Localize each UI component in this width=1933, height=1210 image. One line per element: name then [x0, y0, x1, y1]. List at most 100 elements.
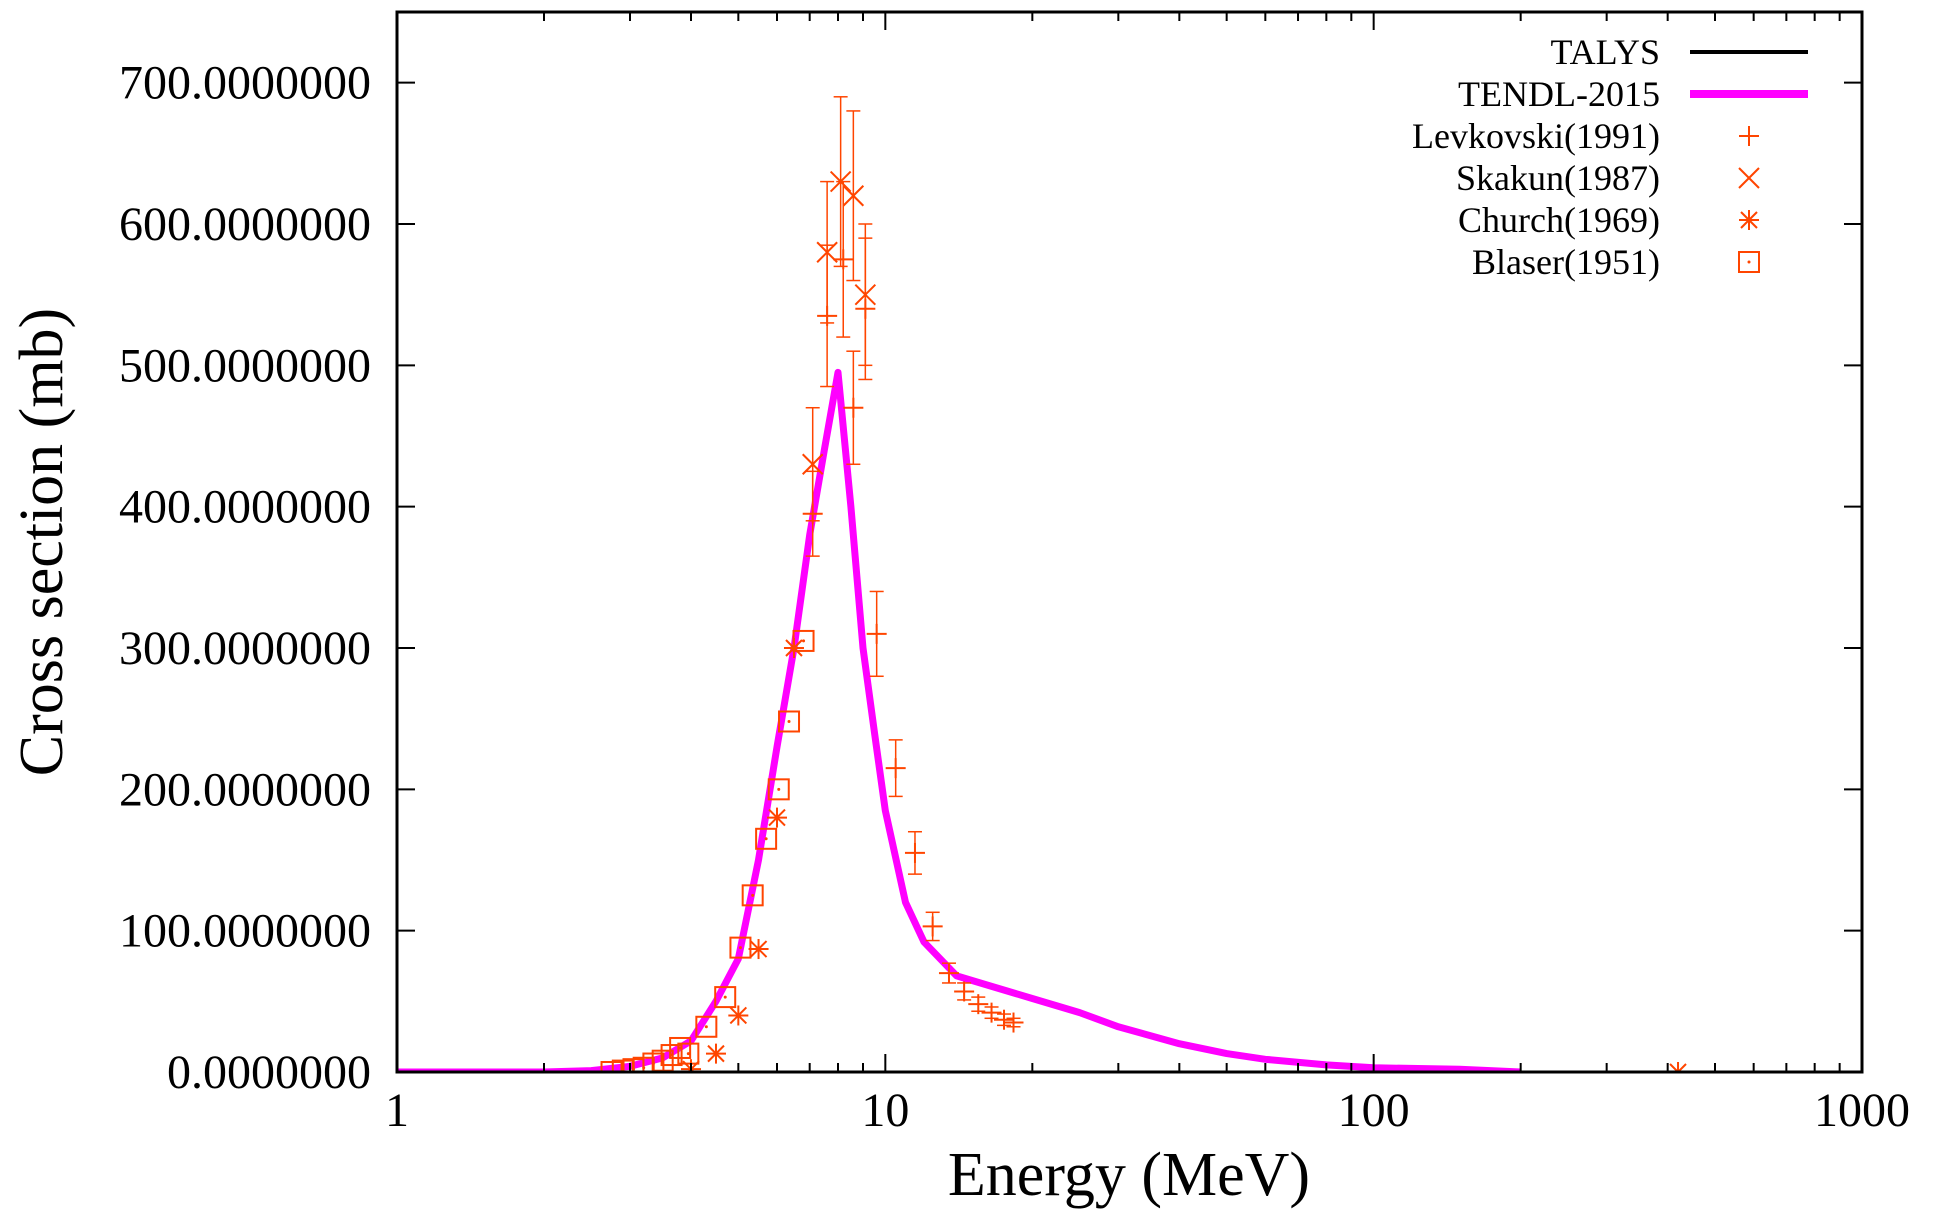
- marker-stroke: [749, 940, 768, 958]
- data-point: [729, 936, 752, 959]
- data-point: [842, 185, 865, 207]
- data-point: [854, 283, 877, 306]
- plot-frame: [395, 10, 1864, 1074]
- marker-stroke: [1738, 251, 1760, 273]
- legend: TALYSTENDL-2015Levkovski(1991)Skakun(198…: [1412, 32, 1808, 282]
- ticks-layer: 0.0000000 100.0000000 200.0000000 300.00000…: [119, 12, 1910, 1137]
- x-tick-label: 100: [1338, 1084, 1410, 1137]
- data-point: [792, 629, 815, 652]
- series-blaser-1951: [600, 629, 815, 1072]
- data-point: [954, 981, 975, 1002]
- y-tick-label: 600.0000000: [119, 198, 371, 251]
- legend-label: Blaser(1951): [1472, 242, 1660, 282]
- y-tick-label: 500.0000000: [119, 339, 371, 392]
- marker-stroke: [729, 1006, 748, 1025]
- marker-dot: [764, 837, 768, 841]
- y-axis-title: Cross section (mb): [8, 308, 76, 776]
- marker-dot: [777, 787, 781, 791]
- legend-marker: [1738, 251, 1760, 273]
- marker-stroke: [707, 1044, 725, 1063]
- marker-stroke: [801, 453, 824, 475]
- data-point: [981, 1002, 1002, 1023]
- marker-stroke: [768, 808, 786, 827]
- marker-stroke: [792, 629, 815, 652]
- marker-stroke: [755, 827, 778, 850]
- marker-stroke: [695, 1015, 718, 1038]
- marker-stroke: [767, 778, 790, 801]
- legend-marker: [1738, 167, 1760, 189]
- data-point: [938, 963, 959, 984]
- data-point: [829, 170, 852, 193]
- data-point: [968, 994, 989, 1015]
- marker-dot: [704, 1025, 708, 1029]
- series-tendl-2015: [397, 368, 1521, 1072]
- marker-stroke: [660, 1044, 683, 1067]
- legend-item-tendl-2015: TENDL-2015: [1458, 74, 1808, 114]
- data-point: [922, 916, 943, 937]
- marker-stroke: [854, 283, 877, 306]
- plot-area: [397, 96, 1689, 1072]
- legend-item-blaser-1951: Blaser(1951): [1472, 242, 1760, 282]
- y-tick-label: 200.0000000: [119, 763, 371, 816]
- marker-stroke: [1738, 167, 1760, 189]
- data-point: [766, 807, 787, 828]
- data-point: [885, 758, 906, 779]
- x-tick-label: 10: [861, 1084, 909, 1137]
- data-point: [669, 1036, 692, 1059]
- marker-stroke: [669, 1036, 692, 1059]
- data-point: [728, 1005, 749, 1026]
- legend-item-church-1969: Church(1969): [1458, 200, 1759, 240]
- legend-label: Levkovski(1991): [1412, 116, 1660, 156]
- data-point: [705, 1043, 726, 1064]
- y-tick-label: 700.0000000: [119, 57, 371, 110]
- data-point: [778, 710, 801, 733]
- data-point: [1003, 1012, 1024, 1033]
- marker-dot: [686, 1052, 690, 1056]
- series-skakun-1987: [801, 96, 877, 522]
- data-point: [695, 1015, 718, 1038]
- y-tick-label: 0.0000000: [167, 1046, 371, 1099]
- legend-label: Church(1969): [1458, 200, 1660, 240]
- data-point: [994, 1009, 1015, 1030]
- marker-dot: [678, 1046, 682, 1050]
- x-tick-label: 1: [385, 1084, 409, 1137]
- legend-marker: [1739, 210, 1759, 230]
- y-tick-label: 300.0000000: [119, 622, 371, 675]
- marker-dot: [1747, 260, 1751, 264]
- data-point: [843, 397, 864, 418]
- legend-marker: [1739, 126, 1759, 146]
- marker-stroke: [778, 710, 801, 733]
- marker-stroke: [1669, 1063, 1680, 1072]
- marker-stroke: [600, 1061, 623, 1072]
- marker-stroke: [816, 241, 838, 263]
- data-point: [866, 623, 887, 644]
- data-point: [755, 827, 778, 850]
- marker-dot: [738, 946, 742, 950]
- marker-stroke: [714, 986, 737, 1009]
- data-point: [714, 986, 737, 1009]
- data-point: [816, 241, 838, 263]
- marker-stroke: [842, 185, 865, 207]
- data-point: [748, 939, 769, 960]
- y-tick-label: 100.0000000: [119, 905, 371, 958]
- y-tick-label: 400.0000000: [119, 481, 371, 534]
- series-line: [397, 368, 1521, 1072]
- marker-dot: [787, 719, 791, 723]
- marker-dot: [751, 893, 755, 897]
- data-point: [904, 842, 925, 863]
- legend-label: TENDL-2015: [1458, 74, 1660, 114]
- legend-item-talys: TALYS: [1550, 32, 1808, 72]
- x-axis-title: Energy (MeV): [948, 1141, 1310, 1209]
- legend-label: TALYS: [1550, 32, 1660, 72]
- marker-stroke: [829, 170, 852, 193]
- x-tick-label: 1000: [1814, 1084, 1910, 1137]
- series-layer: [397, 96, 1689, 1072]
- marker-stroke: [1676, 1063, 1687, 1072]
- legend-label: Skakun(1987): [1456, 158, 1660, 198]
- legend-item-skakun-1987: Skakun(1987): [1456, 158, 1760, 198]
- data-point: [767, 778, 790, 801]
- marker-dot: [723, 995, 727, 999]
- marker-stroke: [1740, 211, 1758, 229]
